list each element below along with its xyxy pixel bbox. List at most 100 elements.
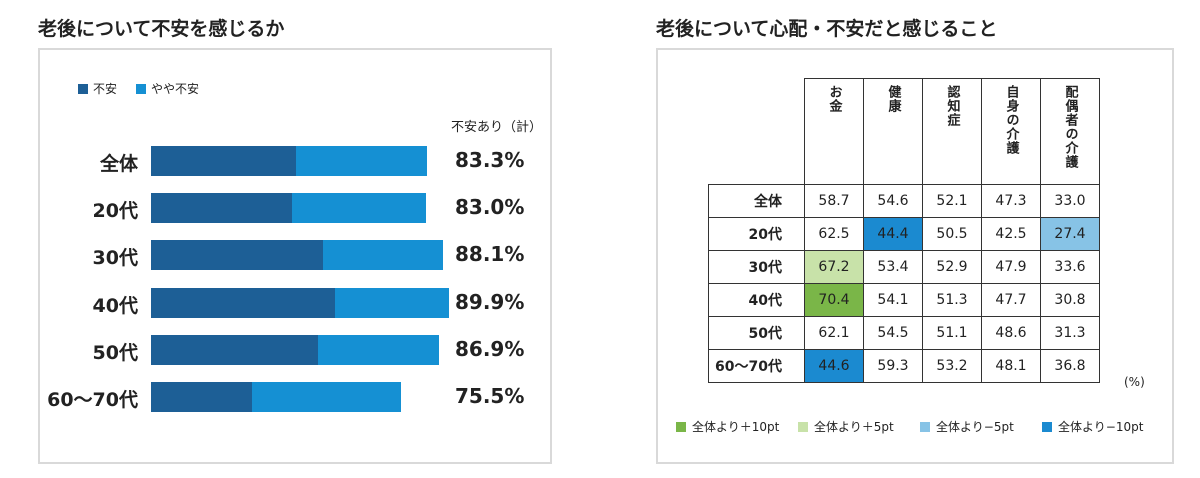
table-row: 60〜70代 44.6 59.3 53.2 48.1 36.8 — [708, 349, 1100, 383]
bar-segment-anxious — [151, 146, 296, 176]
table-cell: 70.4 — [804, 283, 864, 317]
table-cell: 53.4 — [863, 250, 923, 284]
bar-segment-somewhat-anxious — [251, 382, 401, 412]
table-cell: 51.1 — [922, 316, 982, 350]
bar-segment-somewhat-anxious — [295, 146, 427, 176]
table-cell: 44.4 — [863, 217, 923, 251]
bar-segment-somewhat-anxious — [318, 334, 439, 365]
table-column-header: 健康 — [863, 78, 923, 185]
highlight-legend-plus10: 全体より＋10pt — [676, 418, 779, 435]
bar-total-label: 86.9% — [455, 336, 525, 361]
bar-segment-somewhat-anxious — [323, 240, 443, 271]
table-cell: 47.9 — [981, 250, 1041, 284]
legend-label-somewhat-anxious: やや不安 — [151, 82, 200, 96]
bar-category-label: 20代 — [92, 200, 138, 223]
table-cell: 36.8 — [1040, 349, 1100, 383]
highlight-legend-label: 全体より−10pt — [1058, 420, 1144, 434]
column-header-text: 配偶者の介護 — [1062, 85, 1078, 169]
highlight-legend-minus10: 全体より−10pt — [1042, 418, 1143, 435]
table-cell: 53.2 — [922, 349, 982, 383]
bar-total-label: 88.1% — [455, 242, 525, 267]
table-row-header: 20代 — [708, 217, 805, 251]
table-cell: 54.5 — [863, 316, 923, 350]
column-header-text: 認知症 — [944, 85, 960, 127]
table-row-header: 全体 — [708, 184, 805, 218]
table-cell: 62.5 — [804, 217, 864, 251]
legend-item-anxious: 不安 — [78, 80, 117, 97]
table-corner — [709, 79, 805, 185]
highlight-swatch-minus5 — [920, 421, 930, 432]
right-chart-title: 老後について心配・不安だと感じること — [656, 18, 998, 40]
table-body: 全体 58.7 54.6 52.1 47.3 33.0 20代 62.5 44.4 50.5 42.… — [708, 184, 1100, 383]
table-cell: 51.3 — [922, 283, 982, 317]
highlight-swatch-plus5 — [798, 421, 808, 432]
table-column-header: 認知症 — [922, 78, 982, 185]
table-row-header: 30代 — [708, 250, 805, 284]
bar-segment-anxious — [151, 287, 335, 318]
column-header-text: 自身の介護 — [1003, 85, 1019, 155]
bar-total-label: 89.9% — [455, 289, 525, 314]
table-cell: 27.4 — [1040, 217, 1100, 251]
bar-category-label: 50代 — [92, 341, 138, 364]
table-cell: 47.3 — [981, 184, 1041, 218]
legend-swatch-somewhat-anxious — [136, 83, 146, 94]
legend-label-anxious: 不安 — [93, 82, 118, 96]
table-cell: 67.2 — [804, 250, 864, 284]
table-row: 20代 62.5 44.4 50.5 42.5 27.4 — [708, 217, 1100, 251]
bar-segment-anxious — [151, 382, 252, 412]
table-cell: 54.1 — [863, 283, 923, 317]
bar-total-label: 75.5% — [455, 384, 525, 408]
bar-total-label: 83.0% — [455, 195, 525, 220]
unit-label: (%) — [1124, 375, 1145, 389]
highlight-swatch-plus10 — [676, 421, 686, 432]
table-row-header: 60〜70代 — [708, 349, 805, 383]
bar-segment-anxious — [151, 240, 324, 271]
bar-segment-anxious — [151, 334, 319, 365]
bar-segment-somewhat-anxious — [334, 287, 449, 318]
table-cell: 33.0 — [1040, 184, 1100, 218]
bar-segment-somewhat-anxious — [291, 193, 426, 224]
table-row: 30代 67.2 53.4 52.9 47.9 33.6 — [708, 250, 1100, 284]
highlight-swatch-minus10 — [1042, 421, 1052, 432]
table-cell: 52.9 — [922, 250, 982, 284]
table-cell: 48.6 — [981, 316, 1041, 350]
highlight-legend-minus5: 全体より−5pt — [920, 418, 1014, 435]
table-cell: 44.6 — [804, 349, 864, 383]
highlight-legend-plus5: 全体より＋5pt — [798, 418, 894, 435]
total-column-header: 不安あり（計） — [451, 120, 543, 135]
table-row: 50代 62.1 54.5 51.1 48.6 31.3 — [708, 316, 1100, 350]
bar-category-label: 30代 — [92, 247, 138, 270]
heat-table: お金 健康 認知症 自身の介護 配偶者の介護 全体 58.7 54.6 52.1 47.3 33.… — [708, 78, 1100, 383]
table-cell: 59.3 — [863, 349, 923, 383]
table-cell: 31.3 — [1040, 316, 1100, 350]
table-column-header: 配偶者の介護 — [1040, 78, 1100, 185]
table-column-header: お金 — [804, 78, 864, 185]
table-cell: 50.5 — [922, 217, 982, 251]
table-row: 40代 70.4 54.1 51.3 47.7 30.8 — [708, 283, 1100, 317]
table-cell: 47.7 — [981, 283, 1041, 317]
column-header-text: 健康 — [885, 85, 901, 113]
highlight-legend-label: 全体より＋10pt — [692, 420, 780, 434]
table-cell: 62.1 — [804, 316, 864, 350]
table-cell: 33.6 — [1040, 250, 1100, 284]
table-row: 全体 58.7 54.6 52.1 47.3 33.0 — [708, 184, 1100, 218]
highlight-legend-label: 全体より＋5pt — [814, 420, 894, 434]
table-cell: 54.6 — [863, 184, 923, 218]
table-cell: 30.8 — [1040, 283, 1100, 317]
left-chart-title: 老後について不安を感じるか — [38, 18, 285, 40]
bar-category-label: 60〜70代 — [47, 389, 138, 411]
column-header-text: お金 — [826, 85, 842, 113]
table-header-row: お金 健康 認知症 自身の介護 配偶者の介護 — [709, 78, 1100, 185]
table-column-header: 自身の介護 — [981, 78, 1041, 185]
table-cell: 48.1 — [981, 349, 1041, 383]
table-cell: 58.7 — [804, 184, 864, 218]
table-cell: 42.5 — [981, 217, 1041, 251]
legend-swatch-anxious — [78, 83, 88, 94]
bar-total-label: 83.3% — [455, 148, 525, 172]
heat-table-wrapper: お金 健康 認知症 自身の介護 配偶者の介護 全体 58.7 54.6 52.1 47.3 33.… — [708, 78, 1100, 383]
highlight-legend-label: 全体より−5pt — [936, 420, 1014, 434]
table-row-header: 50代 — [708, 316, 805, 350]
table-cell: 52.1 — [922, 184, 982, 218]
legend-item-somewhat-anxious: やや不安 — [136, 80, 199, 97]
bar-category-label: 全体 — [99, 153, 138, 175]
